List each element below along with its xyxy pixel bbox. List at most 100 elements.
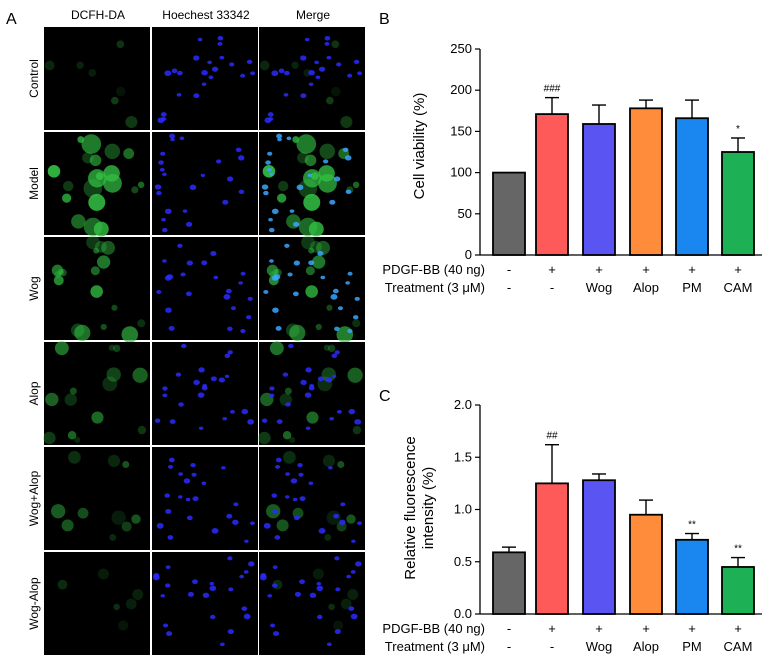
nucleus-spot [350, 570, 356, 574]
nucleus-spot [317, 251, 324, 257]
nucleus-spot [308, 260, 315, 266]
nucleus-spot [342, 147, 349, 153]
nucleus-spot [178, 402, 184, 407]
nucleus-spot [266, 167, 272, 172]
green-fluorescence-spot [272, 268, 280, 276]
nucleus-spot [163, 623, 169, 628]
nucleus-spot [245, 315, 252, 320]
green-fluorescence-spot [88, 193, 106, 211]
panel-c-condition-value: CAM [724, 639, 753, 654]
nucleus-spot [224, 353, 231, 358]
green-fluorescence-spot [82, 152, 94, 164]
micrograph-background [44, 552, 150, 655]
nucleus-spot [193, 93, 200, 99]
nucleus-spot [243, 613, 251, 620]
green-fluorescence-spot [54, 341, 69, 356]
nucleus-spot [332, 288, 339, 294]
panel-b-bar [675, 117, 709, 256]
nucleus-spot [241, 606, 248, 611]
nucleus-spot [347, 73, 353, 78]
nucleus-spot [330, 294, 338, 300]
nucleus-spot [162, 172, 167, 177]
panel-a-label: A [6, 11, 17, 28]
micrograph-cell [44, 27, 150, 130]
nucleus-spot [316, 585, 324, 592]
nucleus-spot [292, 291, 299, 297]
nucleus-spot [265, 160, 271, 165]
nucleus-spot [357, 71, 363, 76]
nucleus-spot [297, 463, 303, 468]
green-fluorescence-spot [321, 367, 336, 382]
nucleus-spot [160, 112, 167, 117]
nucleus-spot [324, 42, 330, 46]
green-fluorescence-spot [327, 344, 336, 353]
green-fluorescence-spot [269, 341, 284, 356]
green-fluorescence-spot [51, 264, 64, 277]
nucleus-spot [284, 70, 290, 76]
nucleus-spot [300, 379, 307, 386]
panel-b-condition-value: - [550, 280, 554, 295]
nucleus-spot [335, 587, 341, 592]
green-fluorescence-spot [96, 255, 111, 269]
green-fluorescence-spot [291, 61, 299, 69]
nucleus-spot [304, 37, 310, 42]
nucleus-spot [238, 281, 243, 285]
nucleus-spot [185, 497, 191, 502]
panel-b-condition-label: Treatment (3 μM) [385, 280, 485, 295]
green-fluorescence-spot [43, 431, 56, 445]
nucleus-spot [287, 272, 293, 277]
nucleus-spot [299, 579, 305, 585]
green-fluorescence-spot [111, 510, 126, 525]
nucleus-spot [201, 82, 207, 87]
green-fluorescence-spot [57, 268, 65, 276]
nucleus-spot [309, 592, 317, 598]
green-fluorescence-spot [81, 134, 102, 154]
panel-b-condition-value: + [548, 262, 556, 277]
nucleus-spot [176, 93, 182, 97]
nucleus-spot [202, 592, 210, 598]
panel-c-condition-table: PDGF-BB (40 ng) - + + + + + Treatment (3 μM) - - W… [382, 621, 752, 654]
nucleus-spot [278, 68, 285, 74]
green-fluorescence-spot [328, 603, 335, 611]
panel-c-condition-value: Alop [633, 639, 659, 654]
panel-b-bar [721, 151, 755, 256]
green-fluorescence-spot [333, 620, 344, 631]
nucleus-spot [193, 379, 200, 386]
green-fluorescence-spot [305, 285, 318, 298]
nucleus-spot [240, 73, 246, 78]
nucleus-spot [331, 374, 337, 379]
nucleus-spot [316, 581, 322, 586]
green-fluorescence-spot [74, 436, 81, 443]
green-fluorescence-spot [285, 323, 300, 337]
nucleus-spot [244, 539, 249, 543]
nucleus-spot [348, 606, 355, 611]
nucleus-spot [288, 343, 294, 349]
nucleus-spot [270, 623, 276, 628]
nucleus-spot [200, 173, 206, 178]
nucleus-spot [178, 472, 183, 476]
nucleus-spot [307, 173, 313, 178]
nucleus-spot [261, 418, 268, 423]
nucleus-spot [201, 260, 208, 266]
panel-c-condition-value: - [550, 639, 554, 654]
nucleus-spot [346, 574, 352, 579]
nucleus-spot [263, 190, 269, 196]
nucleus-spot [171, 68, 178, 74]
nucleus-spot [268, 117, 274, 121]
nucleus-spot [210, 376, 217, 382]
nucleus-spot [329, 417, 334, 421]
nucleus-spot [318, 527, 326, 534]
green-fluorescence-spot [123, 148, 135, 159]
row-label: Wog [27, 276, 41, 300]
green-fluorescence-spot [110, 96, 119, 105]
green-fluorescence-spot [44, 60, 55, 71]
nucleus-spot [222, 199, 229, 205]
panel-b-condition-value: + [595, 262, 603, 277]
nucleus-spot [160, 151, 166, 156]
green-fluorescence-spot [259, 60, 270, 71]
nucleus-spot [185, 221, 193, 227]
green-fluorescence-spot [47, 165, 61, 178]
green-fluorescence-spot [101, 240, 116, 255]
nucleus-spot [333, 176, 341, 182]
nucleus-spot [156, 190, 162, 196]
